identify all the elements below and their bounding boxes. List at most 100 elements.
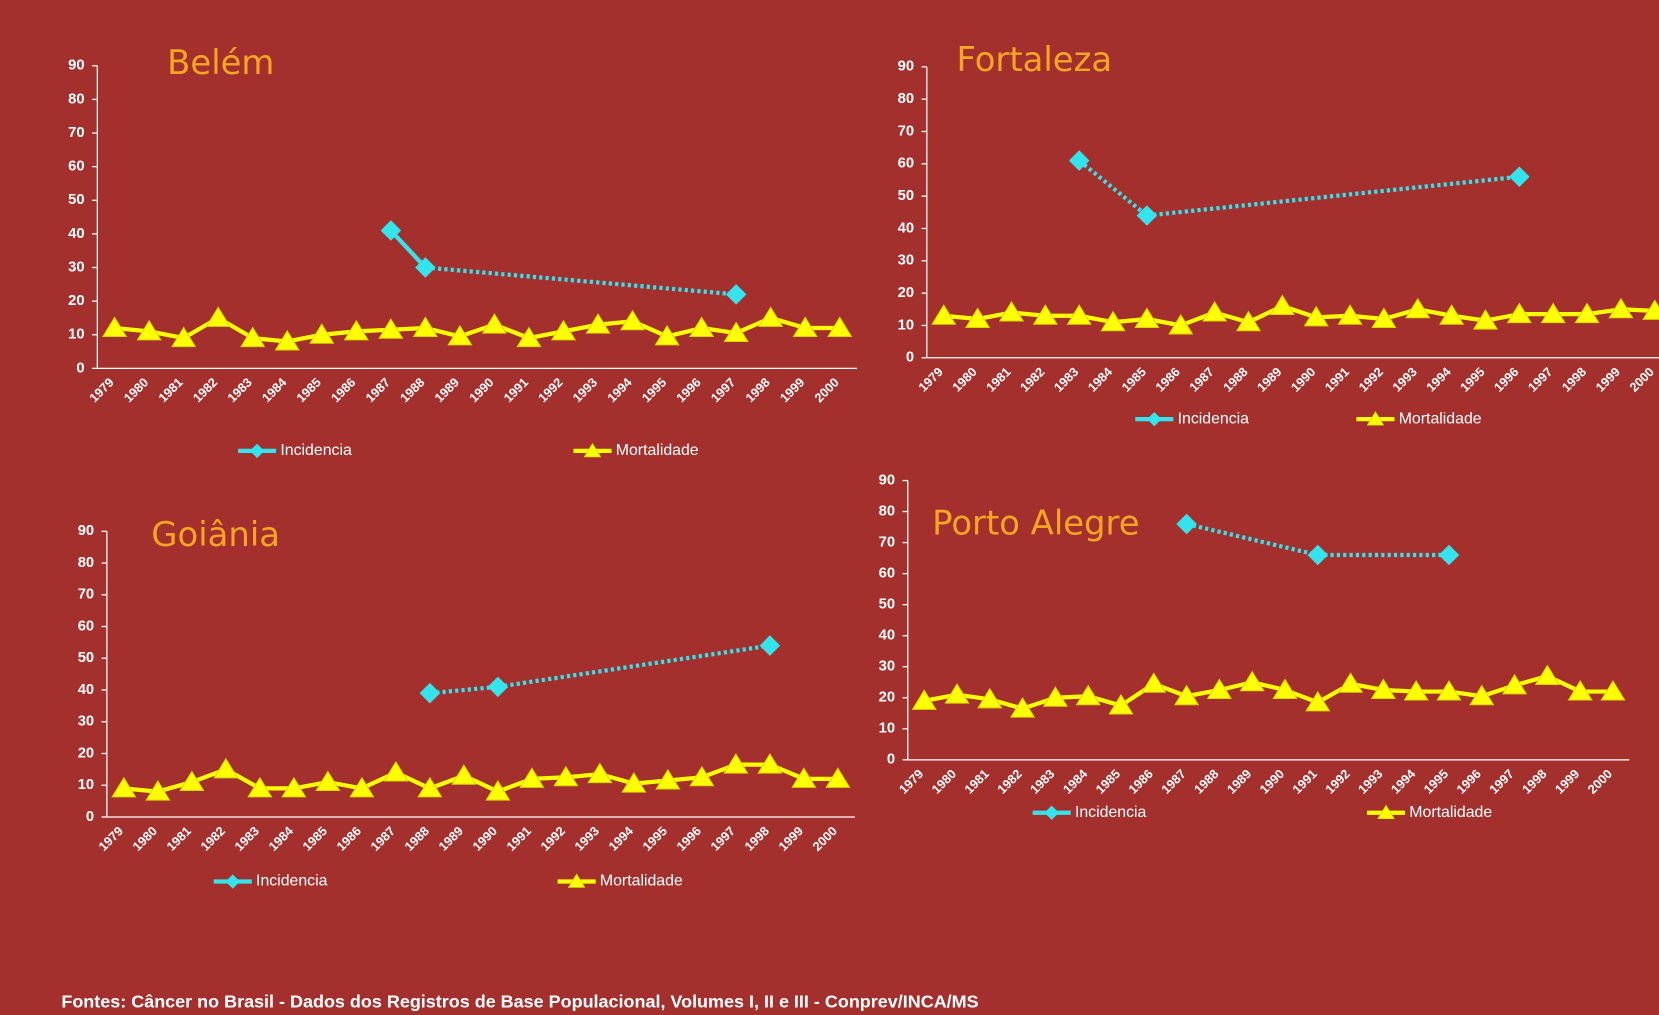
data-point <box>309 323 335 344</box>
data-point <box>977 687 1003 709</box>
series-bridge <box>429 684 499 696</box>
data-point <box>654 324 680 346</box>
data-point <box>1439 304 1465 325</box>
y-tick-label: 50 <box>879 597 895 613</box>
y-tick-label: 40 <box>879 628 895 644</box>
data-point <box>1534 664 1560 686</box>
data-point <box>447 324 473 346</box>
data-point <box>102 316 128 338</box>
data-point <box>1608 297 1634 319</box>
y-tick-label: 60 <box>879 566 895 582</box>
data-point <box>343 319 369 341</box>
data-point <box>1506 302 1532 324</box>
data-point <box>931 304 957 325</box>
data-point <box>1501 673 1528 695</box>
data-point <box>1337 304 1363 325</box>
data-point <box>1436 679 1462 701</box>
data-point <box>1206 678 1232 700</box>
y-tick-label: 70 <box>898 123 914 139</box>
data-point <box>349 776 375 798</box>
data-point <box>1469 684 1495 706</box>
legend-marker <box>1377 804 1395 820</box>
data-point <box>965 307 991 328</box>
data-point <box>1272 678 1298 700</box>
data-point <box>1108 693 1134 715</box>
data-point <box>757 753 783 774</box>
legend-label: Incidencia <box>1178 410 1250 427</box>
data-point <box>1370 678 1396 700</box>
y-tick-label: 80 <box>898 91 914 107</box>
data-point <box>585 313 611 334</box>
data-point <box>791 767 817 788</box>
data-point <box>1239 670 1265 692</box>
data-point <box>911 689 937 710</box>
y-tick-label: 70 <box>68 125 84 141</box>
data-point <box>792 316 818 338</box>
legend-marker <box>225 874 240 889</box>
data-point <box>1235 310 1262 332</box>
y-tick-label: 60 <box>898 156 914 172</box>
legend-label: Mortalidade <box>1399 410 1482 427</box>
legend-label: Mortalidade <box>616 442 699 459</box>
data-point <box>1338 672 1364 693</box>
data-point <box>1174 684 1200 706</box>
data-point <box>111 776 137 798</box>
y-tick-label: 10 <box>879 721 895 737</box>
y-tick-label: 20 <box>879 690 895 706</box>
data-point <box>1438 544 1460 566</box>
data-point <box>274 329 300 351</box>
data-point <box>1176 513 1197 535</box>
data-point <box>136 319 162 341</box>
y-tick-label: 10 <box>78 777 94 793</box>
y-tick-label: 90 <box>898 59 914 75</box>
data-point <box>378 318 404 339</box>
data-point <box>1136 205 1158 226</box>
data-point <box>1472 309 1499 330</box>
y-tick-label: 20 <box>898 285 914 301</box>
data-point <box>1305 690 1331 712</box>
data-point <box>723 753 749 774</box>
data-point <box>1075 684 1101 706</box>
data-point <box>1574 302 1600 324</box>
data-point <box>487 676 509 698</box>
data-point <box>380 220 402 241</box>
data-point <box>1307 544 1329 566</box>
data-point <box>415 257 436 278</box>
legend-marker <box>567 873 586 888</box>
data-point <box>171 326 197 348</box>
data-point <box>145 779 171 801</box>
data-point <box>1567 679 1593 701</box>
data-point <box>1141 672 1167 693</box>
chart-title: Fortaleza <box>956 40 1112 79</box>
chart-title: Belém <box>167 43 274 82</box>
data-point <box>1042 686 1068 707</box>
y-tick-label: 10 <box>898 317 914 333</box>
series-line <box>389 229 427 269</box>
data-point <box>723 321 749 343</box>
y-tick-label: 80 <box>879 503 895 519</box>
y-tick-label: 60 <box>78 618 94 634</box>
y-tick-label: 80 <box>68 91 84 107</box>
data-point <box>758 306 784 327</box>
series-bridge <box>425 265 737 297</box>
data-point <box>1540 302 1566 324</box>
y-tick-label: 0 <box>906 350 914 366</box>
legend-label: Mortalidade <box>1409 804 1492 821</box>
y-tick-label: 50 <box>68 192 84 208</box>
data-point <box>451 764 477 785</box>
data-point <box>179 770 205 792</box>
data-point <box>1371 307 1397 328</box>
legend-marker <box>583 442 602 458</box>
y-tick-label: 30 <box>898 253 914 269</box>
y-tick-label: 20 <box>78 745 94 761</box>
y-tick-label: 30 <box>68 259 84 275</box>
data-point <box>485 779 511 801</box>
data-point <box>1202 300 1228 322</box>
legend-marker <box>1366 411 1385 426</box>
data-point <box>550 319 577 341</box>
data-point <box>587 762 613 784</box>
data-point <box>213 757 239 779</box>
y-tick-label: 40 <box>68 226 84 242</box>
data-point <box>1068 150 1090 171</box>
